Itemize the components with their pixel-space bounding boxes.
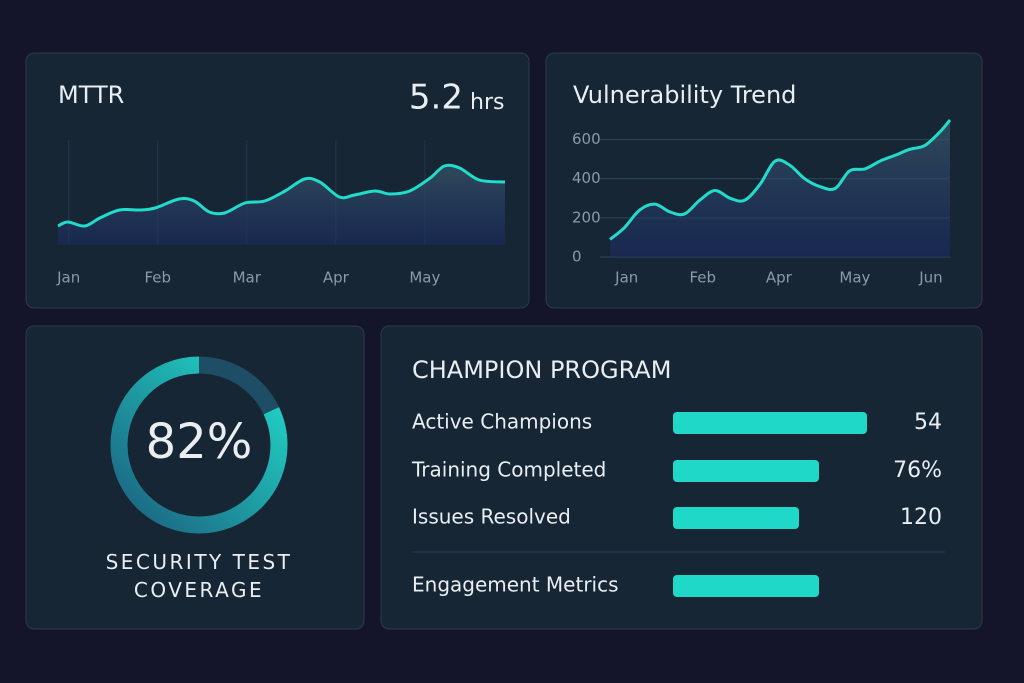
x-tick-label: Jun [918, 269, 942, 287]
row-value: 54 [914, 410, 942, 435]
y-tick-label: 600 [572, 130, 601, 148]
row-label: Training Completed [411, 458, 606, 482]
area [58, 165, 505, 245]
panel-title: MTTR [58, 81, 124, 109]
bar [673, 575, 819, 597]
y-tick-label: 0 [572, 248, 582, 266]
x-tick-label: Apr [323, 269, 350, 287]
line [57, 163, 506, 228]
coverage-value: 82% [146, 414, 253, 470]
row-value: 120 [900, 505, 942, 530]
x-tick-label: Feb [690, 269, 717, 287]
bar [673, 507, 799, 529]
x-tick-label: May [409, 269, 440, 287]
x-tick-label: May [839, 269, 870, 287]
x-tick-label: Jan [614, 269, 638, 287]
row-label: Issues Resolved [412, 505, 571, 529]
x-tick-label: Apr [766, 269, 793, 287]
bar [673, 460, 819, 482]
y-tick-label: 200 [572, 208, 601, 226]
y-tick-label: 400 [572, 169, 601, 187]
area [610, 120, 950, 257]
row-label: Active Champions [412, 410, 592, 434]
panel-title: Vulnerability Trend [573, 81, 796, 109]
headline-unit: hrs [470, 90, 504, 115]
bar [673, 412, 867, 434]
line [609, 119, 952, 241]
x-tick-label: Jan [56, 269, 80, 287]
ring-value [110, 356, 288, 534]
headline-value: 5.2 [409, 78, 463, 118]
x-tick-label: Feb [144, 269, 171, 287]
coverage-label: SECURITY TEST COVERAGE [105, 550, 293, 602]
x-tick-label: Mar [233, 269, 262, 287]
row-value: 76% [893, 458, 942, 483]
panel [25, 325, 365, 630]
panel-title: CHAMPION PROGRAM [412, 356, 671, 384]
row-label: Engagement Metrics [412, 573, 619, 597]
